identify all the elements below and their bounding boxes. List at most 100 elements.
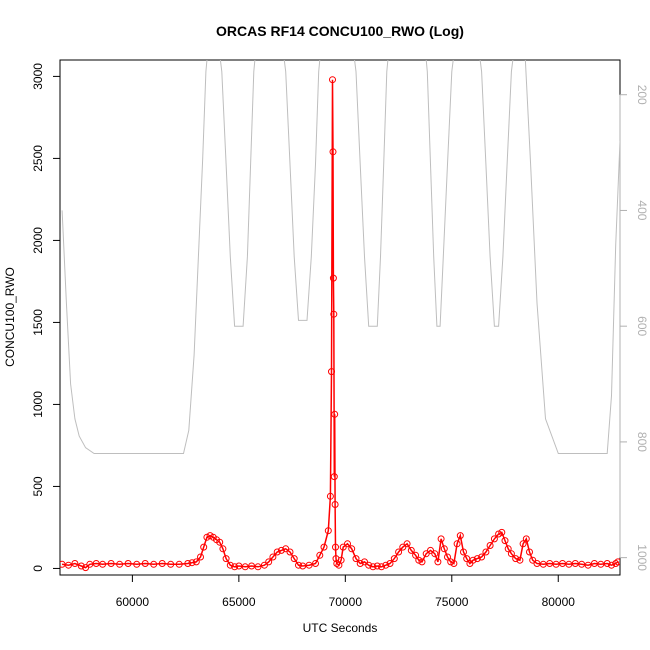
data-point xyxy=(133,560,141,568)
x-tick-label: 75000 xyxy=(435,595,469,609)
data-point xyxy=(188,559,196,567)
data-point xyxy=(463,555,471,563)
data-point xyxy=(407,546,415,554)
data-point xyxy=(124,560,132,567)
y-tick-label: 3000 xyxy=(31,63,45,90)
data-point xyxy=(501,537,509,545)
data-point xyxy=(222,555,230,563)
x-tick-label: 60000 xyxy=(116,595,150,609)
y2-tick-label: 600 xyxy=(635,316,649,336)
data-point xyxy=(507,550,515,558)
data-point xyxy=(77,562,85,570)
x-tick-label: 70000 xyxy=(329,595,363,609)
data-point xyxy=(529,556,537,564)
data-point xyxy=(337,556,345,564)
y-tick-label: 0 xyxy=(31,565,45,572)
data-point xyxy=(331,410,339,418)
data-point xyxy=(584,561,592,569)
data-point xyxy=(361,558,368,566)
primary-series xyxy=(60,76,620,572)
data-point xyxy=(390,555,398,563)
data-point xyxy=(339,543,347,551)
data-point xyxy=(431,550,439,558)
secondary-series-line xyxy=(61,60,620,454)
data-point xyxy=(330,310,338,318)
data-point xyxy=(216,538,224,546)
y2-tick-label: 200 xyxy=(635,85,649,105)
data-point xyxy=(290,555,298,563)
data-point xyxy=(60,560,66,568)
data-point xyxy=(356,560,364,567)
data-point xyxy=(378,563,385,571)
y2-tick-label: 400 xyxy=(635,200,649,220)
data-point xyxy=(478,553,486,561)
secondary-series xyxy=(61,60,620,454)
data-point xyxy=(305,561,313,569)
data-point xyxy=(141,560,149,567)
y2-tick-label: 1000 xyxy=(635,544,649,571)
data-point xyxy=(382,561,390,569)
y-axis: 0 500 1000 1500 2000 2500 3000 xyxy=(31,63,61,572)
y2-tick-label: 800 xyxy=(635,432,649,452)
data-point xyxy=(486,542,494,549)
data-point xyxy=(265,558,273,566)
data-point xyxy=(329,148,337,156)
data-point xyxy=(395,548,403,556)
y-tick-label: 1500 xyxy=(31,309,45,336)
data-point xyxy=(197,553,204,561)
data-point xyxy=(519,540,527,548)
x-tick-label: 80000 xyxy=(542,595,576,609)
data-point xyxy=(522,535,530,543)
data-point xyxy=(365,561,373,569)
data-point xyxy=(326,492,334,500)
data-point xyxy=(328,368,335,376)
data-point xyxy=(331,501,339,508)
data-point xyxy=(277,546,285,554)
data-point xyxy=(150,560,158,568)
data-point xyxy=(482,548,490,556)
x-axis: 60000 65000 70000 75000 80000 xyxy=(116,574,576,609)
data-point xyxy=(333,560,341,567)
data-point xyxy=(332,543,339,551)
data-point xyxy=(330,473,338,481)
plot-frame xyxy=(59,59,621,576)
data-point xyxy=(422,550,430,558)
data-point xyxy=(167,560,175,568)
data-point xyxy=(473,555,481,563)
data-point xyxy=(578,560,586,568)
data-point xyxy=(200,543,208,551)
data-point xyxy=(512,555,520,563)
data-point xyxy=(504,545,512,553)
data-point xyxy=(65,561,72,569)
data-point xyxy=(82,564,90,572)
chart-title: ORCAS RF14 CONCU100_RWO (Log) xyxy=(216,23,464,39)
data-point xyxy=(107,560,115,567)
data-point xyxy=(386,560,394,567)
data-point xyxy=(286,548,294,556)
data-point xyxy=(444,553,451,561)
data-point xyxy=(526,548,533,556)
data-point xyxy=(344,540,351,548)
data-point xyxy=(434,558,442,566)
data-point xyxy=(456,532,464,540)
data-point xyxy=(498,528,506,536)
data-point xyxy=(453,540,461,548)
data-point xyxy=(469,556,477,564)
data-point xyxy=(614,558,620,566)
x-tick-label: 65000 xyxy=(222,595,256,609)
y-tick-label: 500 xyxy=(31,476,45,496)
data-point xyxy=(320,543,328,551)
data-point xyxy=(116,560,124,568)
data-point xyxy=(437,535,445,543)
data-point xyxy=(329,274,337,282)
data-point xyxy=(158,560,166,567)
data-point xyxy=(440,545,448,553)
data-point xyxy=(460,548,467,556)
data-point xyxy=(99,560,107,568)
data-point xyxy=(324,527,332,535)
y-tick-label: 2000 xyxy=(31,227,45,254)
data-point xyxy=(192,558,200,566)
primary-series-line xyxy=(61,79,619,569)
y-axis-label: CONCU100_RWO xyxy=(3,267,17,367)
